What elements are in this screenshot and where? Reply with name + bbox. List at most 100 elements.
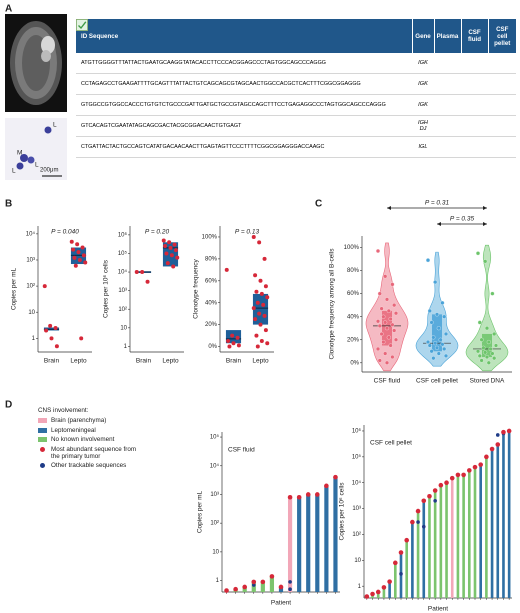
y-tick-label: 10⁶ bbox=[118, 231, 128, 238]
x-axis-label: Patient bbox=[428, 606, 448, 613]
bar bbox=[490, 449, 494, 598]
legend-item: Other trackable sequences bbox=[38, 462, 143, 469]
legend-swatch bbox=[38, 427, 47, 433]
bar bbox=[422, 500, 426, 598]
point bbox=[253, 273, 258, 278]
sequence-table: ID Sequence Gene Plasma CSF fluid CSF cell p… bbox=[76, 19, 516, 158]
bar bbox=[439, 485, 443, 598]
legend-item: Leptomeningeal bbox=[38, 427, 188, 434]
panel-label: A bbox=[5, 4, 12, 15]
point bbox=[258, 278, 263, 283]
x-tick-label: Lepto bbox=[252, 358, 269, 365]
column-header: CSF cell pellet bbox=[487, 19, 516, 53]
point bbox=[434, 345, 440, 350]
point bbox=[175, 255, 180, 260]
top-sequence-point bbox=[467, 468, 472, 473]
y-tick-label: 10 bbox=[354, 558, 361, 564]
other-sequence-point bbox=[495, 433, 500, 437]
table-row: CTGATTACTACTGCCAGTCATATGACAACAACTTGAGTAG… bbox=[76, 19, 516, 158]
point bbox=[226, 339, 231, 344]
y-tick-label: 0% bbox=[208, 344, 217, 350]
bar bbox=[324, 485, 329, 592]
detection-cell bbox=[76, 19, 461, 137]
point bbox=[375, 346, 381, 351]
point bbox=[436, 351, 441, 356]
top-sequence-point bbox=[461, 472, 466, 478]
point bbox=[483, 350, 488, 355]
point bbox=[486, 360, 491, 365]
detection-cell bbox=[76, 19, 516, 74]
point bbox=[479, 358, 484, 363]
cell-label: L bbox=[12, 168, 16, 175]
y-tick-label: 10² bbox=[210, 521, 219, 527]
bar bbox=[405, 540, 409, 598]
detection-cell bbox=[76, 19, 488, 137]
point bbox=[479, 337, 484, 342]
icon-box bbox=[76, 19, 88, 31]
point bbox=[80, 245, 85, 250]
point bbox=[257, 311, 262, 316]
other-sequence-point bbox=[251, 583, 256, 587]
y-tick-label: 10³ bbox=[26, 258, 35, 264]
point bbox=[386, 308, 391, 313]
point bbox=[433, 341, 438, 346]
micrograph bbox=[5, 118, 67, 180]
y-axis-label: Clonotype frequency among all B-cells bbox=[329, 248, 336, 360]
y-tick-label: 10³ bbox=[210, 492, 219, 498]
legend-item: Most abundant sequence from the primary … bbox=[38, 446, 143, 460]
point bbox=[145, 279, 150, 284]
y-tick-label: 10 bbox=[120, 325, 127, 331]
y-axis-label: Copies per 10⁶ cells bbox=[103, 259, 110, 318]
legend-label: Brain (parenchyma) bbox=[51, 417, 107, 424]
top-sequence-point bbox=[278, 584, 284, 590]
table-row: GTGGCCGTGGCCACCCTGTGTCTGCCCGATTGATGCTGCC… bbox=[76, 19, 516, 116]
sequence-cell: GTGGCCGTGGCCACCCTGTGTCTGCCCGATTGATGCTGCC… bbox=[76, 94, 412, 116]
legend-marker bbox=[40, 446, 45, 452]
point bbox=[165, 261, 170, 266]
x-tick-label: Brain bbox=[226, 358, 242, 365]
bar bbox=[242, 586, 247, 592]
comparison-label: P = 0.35 bbox=[450, 216, 475, 223]
top-sequence-point bbox=[387, 579, 392, 584]
violin bbox=[415, 251, 459, 367]
other-sequence-point bbox=[421, 524, 426, 529]
top-sequence-point bbox=[251, 579, 257, 585]
point bbox=[475, 251, 481, 256]
point bbox=[251, 306, 256, 311]
point bbox=[172, 242, 177, 247]
column-header: Plasma bbox=[433, 19, 461, 53]
point bbox=[81, 253, 86, 258]
point bbox=[69, 239, 74, 244]
cell-label: M bbox=[17, 150, 22, 157]
point bbox=[134, 270, 139, 275]
top-sequence-point bbox=[364, 594, 370, 599]
point bbox=[253, 317, 258, 322]
top-sequence-point bbox=[375, 589, 381, 595]
point bbox=[443, 353, 449, 358]
column-header: CSF fluid bbox=[460, 19, 488, 53]
point bbox=[436, 326, 441, 331]
y-tick-label: 20% bbox=[205, 322, 218, 328]
point bbox=[381, 339, 386, 345]
legend-title: CNS involvement: bbox=[38, 407, 89, 414]
gene-cell: IGL bbox=[412, 136, 434, 158]
bar bbox=[479, 464, 483, 598]
x-tick-label: Lepto bbox=[162, 358, 179, 365]
y-tick-label: 100% bbox=[202, 235, 218, 241]
x-tick-label: Brain bbox=[136, 358, 152, 365]
point bbox=[379, 331, 384, 337]
detected-icon bbox=[76, 19, 88, 31]
point bbox=[263, 328, 268, 333]
point bbox=[254, 333, 259, 338]
top-sequence-point bbox=[495, 442, 501, 447]
y-tick-label: 1 bbox=[124, 344, 128, 350]
point bbox=[254, 289, 259, 294]
point bbox=[259, 339, 264, 344]
top-sequence-point bbox=[484, 454, 489, 460]
bar bbox=[411, 522, 414, 598]
y-tick-label: 10 bbox=[212, 549, 219, 555]
point bbox=[54, 344, 59, 349]
top-sequence-point bbox=[478, 462, 483, 467]
point bbox=[42, 284, 47, 289]
point bbox=[255, 344, 260, 349]
